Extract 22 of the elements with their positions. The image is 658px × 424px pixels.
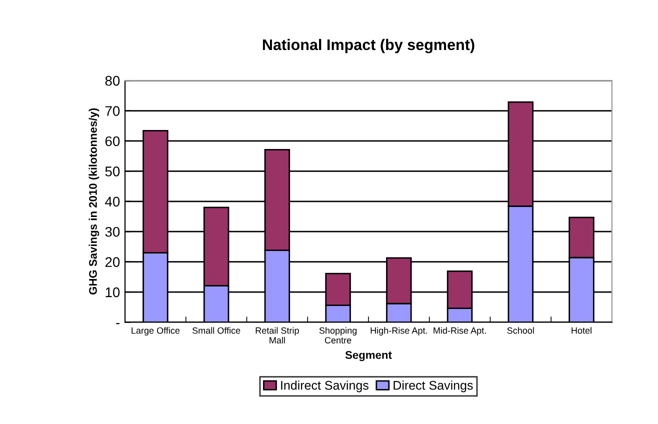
y-tick-label: 10 xyxy=(106,287,120,298)
legend-label: Direct Savings xyxy=(394,380,473,392)
y-tick-label: 60 xyxy=(105,136,120,146)
y-tick-label: 80 xyxy=(105,76,120,86)
y-tick-label: 70 xyxy=(105,106,120,116)
y-axis-title: GHG Savings in 2010 (kilotonnes/y) xyxy=(88,108,100,294)
y-tick-label: 40 xyxy=(105,196,120,207)
x-tick-label: Shopping Centre xyxy=(319,327,357,344)
x-axis-title: Segment xyxy=(345,351,392,362)
y-tick-label: 50 xyxy=(105,166,120,176)
y-tick-label: - xyxy=(116,323,120,324)
x-tick-label: School xyxy=(507,327,534,334)
y-tick-label: 20 xyxy=(105,257,120,267)
y-tick-label: 30 xyxy=(105,226,120,237)
x-tick-label: Small Office xyxy=(192,327,240,334)
x-tick-label: Mid-Rise Apt. xyxy=(434,327,486,336)
x-tick-label: Hotel xyxy=(572,327,592,334)
chart-title: National Impact (by segment) xyxy=(262,38,474,54)
x-tick-label: Large Office xyxy=(132,327,180,336)
legend-label: Indirect Savings xyxy=(281,380,368,392)
x-tick-label: Retail Strip Mall xyxy=(256,327,299,344)
x-tick-label: High-Rise Apt. xyxy=(370,327,427,336)
